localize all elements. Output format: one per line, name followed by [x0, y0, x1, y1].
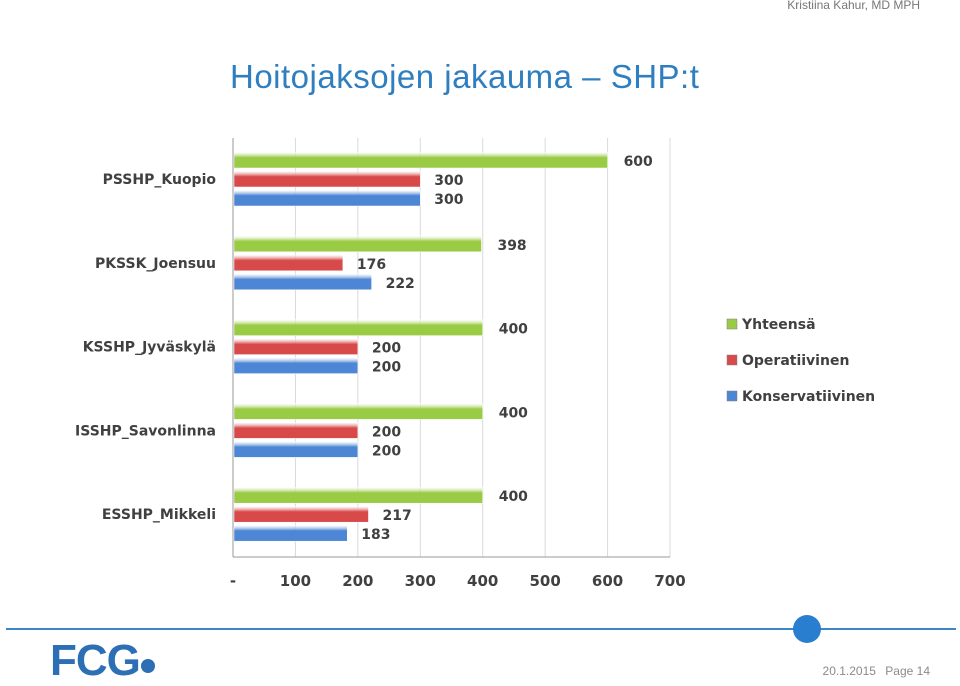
bar: [233, 254, 344, 272]
x-tick-label: 400: [467, 572, 498, 590]
bar: [233, 357, 359, 374]
bar: [233, 151, 608, 169]
bar: [233, 422, 359, 439]
data-label: 200: [372, 360, 401, 376]
fcg-logo: FCG: [50, 636, 141, 685]
bar: [233, 338, 359, 355]
legend-label: Konservatiivinen: [742, 389, 875, 405]
legend-swatch: [726, 390, 738, 402]
footer-dot-marker: [793, 615, 821, 643]
x-tick-label: 500: [529, 572, 560, 590]
page-number: Page 14: [885, 664, 930, 678]
data-label: 398: [497, 238, 526, 254]
data-label: 200: [372, 341, 401, 357]
bar: [233, 319, 483, 336]
footer-divider: [6, 628, 956, 630]
bar: [233, 441, 359, 458]
data-label: 176: [357, 257, 386, 273]
bar: [233, 505, 369, 523]
legend-label: Operatiivinen: [742, 353, 849, 369]
bar: [233, 486, 483, 504]
legend-swatch: [726, 318, 738, 330]
data-label: 222: [386, 276, 415, 292]
category-label: PKSSK_Joensuu: [95, 256, 216, 272]
x-tick-label: 100: [280, 572, 311, 590]
page-title: Hoitojaksojen jakauma – SHP:t: [230, 58, 700, 95]
x-tick-label: -: [230, 572, 236, 590]
data-label: 400: [499, 489, 528, 505]
bar: [233, 403, 483, 420]
logo-dot: [141, 659, 155, 673]
category-label: KSSHP_Jyväskylä: [83, 340, 216, 356]
x-tick-label: 300: [405, 572, 436, 590]
data-label: 183: [361, 527, 390, 543]
bar: [233, 273, 372, 291]
bar: [233, 524, 348, 542]
bar: [233, 189, 421, 207]
author-name: Kristiina Kahur, MD MPH: [787, 0, 920, 12]
category-label: ESSHP_Mikkeli: [102, 507, 216, 523]
data-label: 300: [434, 192, 463, 208]
bar: [233, 170, 421, 188]
x-tick-label: 600: [592, 572, 623, 590]
data-label: 200: [372, 443, 401, 459]
category-label: PSSHP_Kuopio: [103, 172, 217, 188]
data-label: 400: [499, 405, 528, 421]
footer-date: 20.1.2015: [822, 664, 876, 678]
data-label: 200: [372, 424, 401, 440]
data-label: 400: [499, 322, 528, 338]
x-tick-label: 700: [654, 572, 685, 590]
data-label: 300: [434, 173, 463, 189]
data-label: 600: [624, 154, 653, 170]
legend-swatch: [726, 354, 738, 366]
legend-label: Yhteensä: [741, 317, 816, 333]
x-tick-label: 200: [342, 572, 373, 590]
category-label: ISSHP_Savonlinna: [75, 423, 216, 439]
bar-chart: - 100 200 300 400 500 600 700 600 300 300 PSSHP_Kuo…: [75, 138, 875, 590]
data-label: 217: [382, 508, 411, 524]
page-info: 20.1.2015 Page 14: [817, 664, 930, 678]
bar: [233, 235, 482, 253]
